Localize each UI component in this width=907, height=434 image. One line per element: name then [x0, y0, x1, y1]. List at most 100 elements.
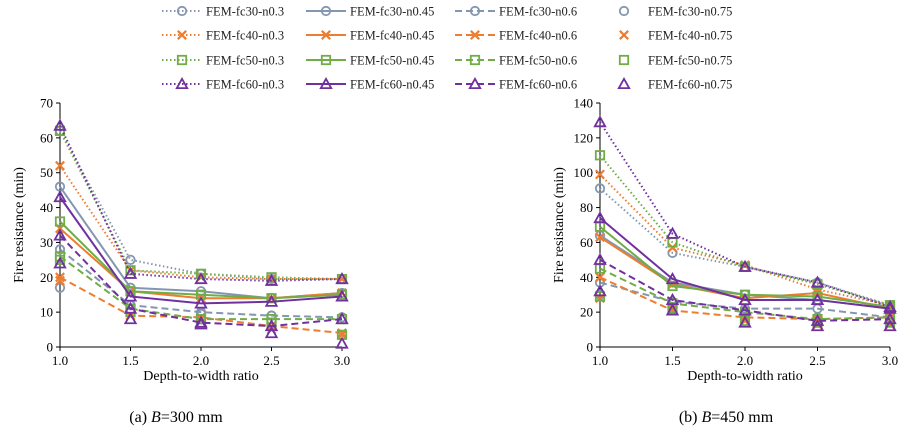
legend: FEM-fc30-n0.3 FEM-fc30-n0.45 FEM-fc30-n0.6… — [162, 5, 732, 92]
legend-marker — [320, 5, 332, 17]
x-tick-label: 3.0 — [334, 353, 350, 368]
y-tick-label: 100 — [574, 165, 594, 180]
data-point — [194, 296, 208, 309]
legend-label: FEM-fc60-n0.75 — [648, 78, 732, 92]
data-point — [665, 303, 680, 316]
series-fem-fc50-n0-45 — [54, 216, 348, 304]
legend-marker — [618, 5, 630, 17]
legend-item-fem-fc40-n0-75: FEM-fc40-n0.75 — [619, 29, 732, 43]
x-tick-label: 3.0 — [882, 353, 898, 368]
legend-item-fem-fc50-n0-45: FEM-fc50-n0.45 — [306, 54, 434, 68]
legend-marker — [321, 30, 331, 40]
legend-item-fem-fc30-n0-45: FEM-fc30-n0.45 — [306, 5, 434, 19]
x-tick-label: 2.5 — [263, 353, 279, 368]
data-point — [738, 315, 752, 328]
y-tick-label: 120 — [574, 130, 594, 145]
legend-label: FEM-fc60-n0.45 — [350, 78, 434, 92]
panel-caption: (a) B=300 mm — [129, 409, 223, 426]
y-tick-label: 70 — [40, 96, 53, 111]
legend-marker — [177, 30, 187, 40]
series-line — [59, 125, 343, 282]
legend-label: FEM-fc50-n0.3 — [206, 54, 284, 68]
legend-label: FEM-fc40-n0.75 — [648, 29, 732, 43]
data-point — [195, 268, 207, 279]
legend-label: FEM-fc60-n0.3 — [206, 78, 284, 92]
legend-item-fem-fc40-n0-6: FEM-fc40-n0.6 — [455, 29, 577, 43]
series-fem-fc40-n0-3 — [55, 160, 347, 285]
series-line — [599, 217, 891, 310]
data-point — [53, 118, 67, 131]
y-tick-label: 30 — [40, 235, 53, 250]
panel-caption: (b) B=450 mm — [679, 409, 774, 426]
y-tick-label: 0 — [47, 340, 54, 355]
legend-item-fem-fc60-n0-3: FEM-fc60-n0.3 — [162, 76, 284, 92]
series-line — [599, 187, 891, 307]
legend-marker — [319, 76, 333, 90]
data-point — [337, 329, 347, 340]
y-tick-label: 140 — [574, 96, 594, 111]
series-fem-fc60-n0-75 — [593, 284, 897, 332]
x-tick-label: 1.0 — [52, 353, 68, 368]
data-point — [667, 280, 678, 292]
x-tick-label: 1.5 — [664, 353, 680, 368]
data-point — [593, 284, 607, 297]
data-point — [264, 326, 279, 339]
data-point — [335, 336, 349, 349]
series-line — [599, 173, 891, 307]
y-tick-label: 80 — [580, 200, 593, 215]
legend-item-fem-fc60-n0-75: FEM-fc60-n0.75 — [617, 76, 732, 92]
y-axis-label: Fire resistance (min) — [552, 167, 567, 283]
data-point — [123, 266, 138, 279]
x-tick-label: 1.0 — [592, 353, 608, 368]
legend-item-fem-fc60-n0-45: FEM-fc60-n0.45 — [306, 76, 434, 92]
data-point — [53, 190, 67, 203]
series-fem-fc60-n0-3 — [53, 118, 349, 286]
legend-marker — [469, 54, 481, 66]
legend-marker — [320, 54, 332, 66]
series-line — [59, 186, 343, 300]
y-tick-label: 40 — [580, 270, 593, 285]
data-point — [54, 244, 66, 255]
x-axis-label: Depth-to-width ratio — [687, 369, 802, 384]
data-point — [55, 275, 65, 286]
x-tick-label: 2.0 — [193, 353, 209, 368]
x-axis-label: Depth-to-width ratio — [143, 369, 258, 384]
data-point — [54, 216, 66, 227]
data-point — [264, 273, 279, 286]
x-tick-label: 2.5 — [809, 353, 825, 368]
series-line — [59, 130, 342, 281]
legend-marker — [470, 30, 480, 40]
y-tick-label: 40 — [40, 200, 53, 215]
data-point — [335, 312, 349, 325]
series-line — [599, 121, 891, 308]
legend-marker — [469, 5, 481, 17]
y-tick-label: 0 — [587, 340, 594, 355]
x-tick-label: 2.0 — [737, 353, 753, 368]
data-point — [54, 282, 66, 293]
legend-marker — [618, 54, 630, 66]
data-point — [123, 289, 138, 302]
legend-label: FEM-fc60-n0.6 — [499, 78, 577, 92]
data-point — [594, 291, 606, 302]
y-tick-label: 60 — [580, 235, 593, 250]
data-point — [54, 254, 66, 265]
legend-label: FEM-fc40-n0.45 — [350, 29, 434, 43]
data-point — [810, 292, 825, 306]
legend-item-fem-fc50-n0-6: FEM-fc50-n0.6 — [455, 54, 577, 68]
series-line — [59, 234, 343, 328]
legend-marker — [468, 76, 482, 90]
legend-item-fem-fc50-n0-3: FEM-fc50-n0.3 — [162, 54, 284, 68]
data-point — [665, 271, 680, 285]
legend-item-fem-fc30-n0-75: FEM-fc30-n0.75 — [618, 5, 732, 19]
chart-panel-b: 0 20 40 60 80 100 120 140 1.0 1.5 2.0 2.5 3.0 Depth-t… — [552, 96, 898, 427]
data-point — [335, 289, 349, 302]
data-point — [667, 242, 678, 253]
series-line — [59, 220, 343, 300]
series-fem-fc60-n0-45 — [53, 190, 349, 309]
series-line — [599, 258, 891, 322]
legend-label: FEM-fc50-n0.75 — [648, 54, 732, 68]
legend-marker — [175, 76, 189, 90]
legend-label: FEM-fc30-n0.75 — [648, 5, 732, 19]
y-axis-label: Fire resistance (min) — [12, 167, 27, 283]
